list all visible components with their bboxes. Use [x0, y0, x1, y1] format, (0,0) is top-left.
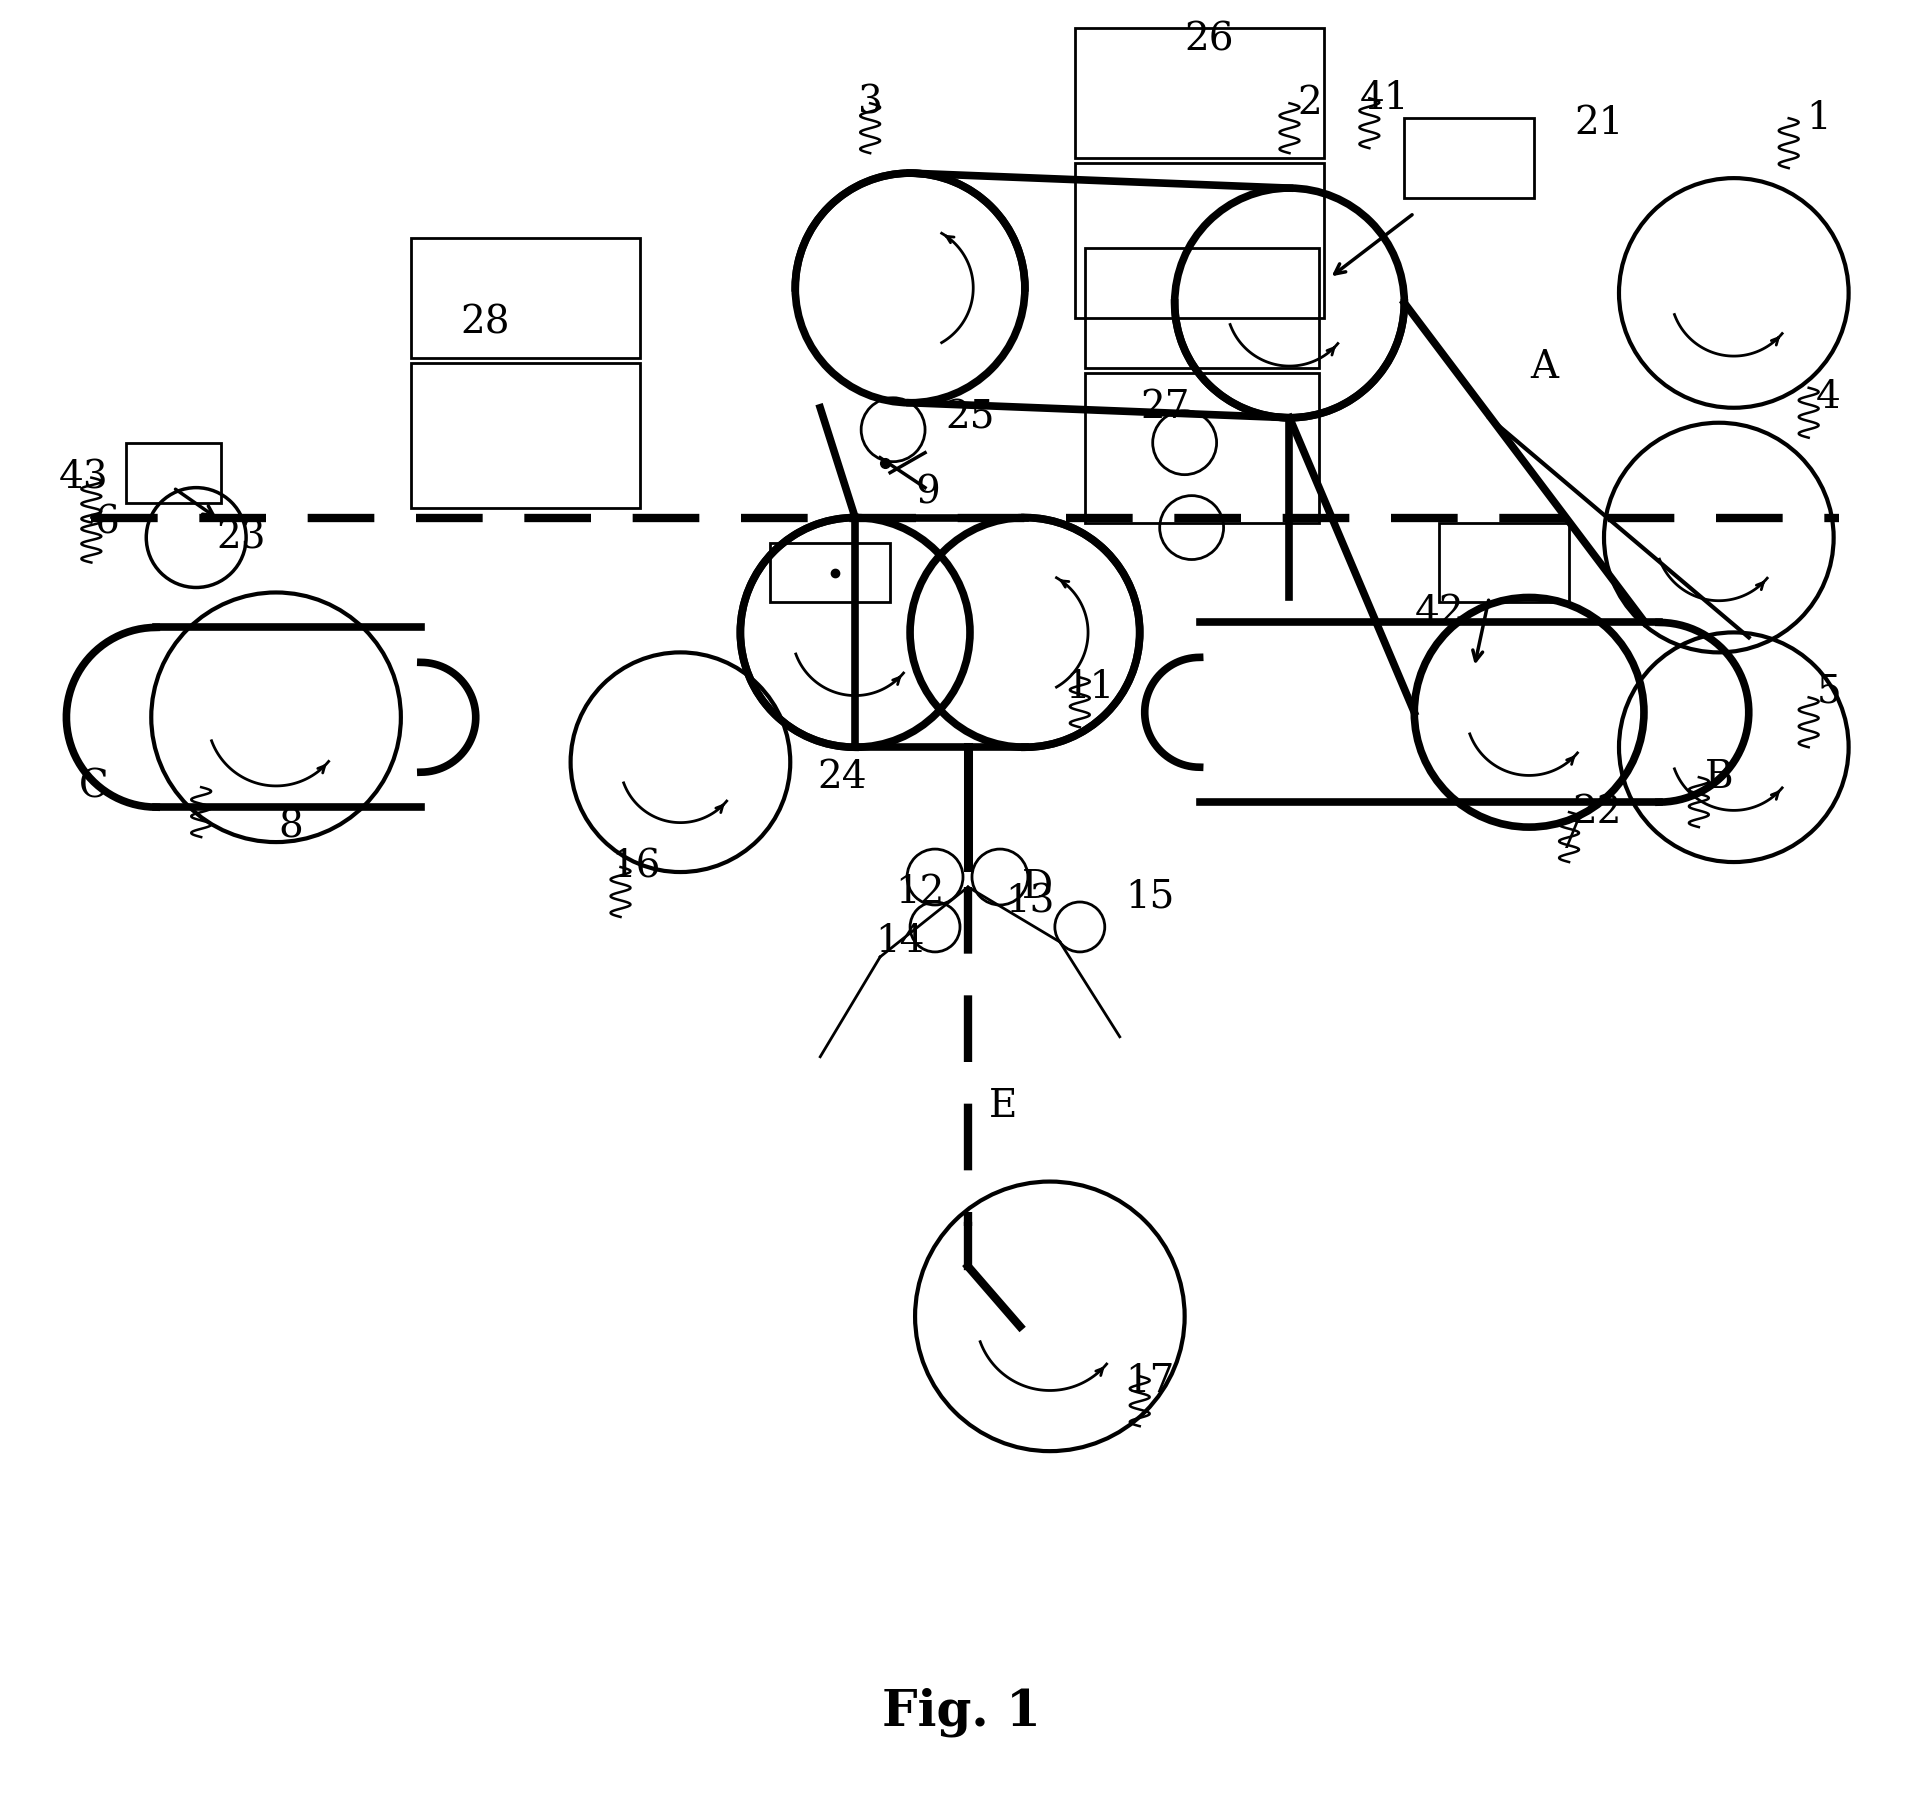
Text: 22: 22	[1572, 794, 1622, 830]
Text: 5: 5	[1816, 674, 1841, 712]
Text: 27: 27	[1140, 390, 1190, 426]
Text: 11: 11	[1065, 668, 1115, 706]
Text: 41: 41	[1359, 79, 1409, 117]
Text: 14: 14	[875, 924, 924, 960]
Text: 15: 15	[1124, 879, 1174, 915]
Bar	[1074, 29, 1324, 158]
Text: 7: 7	[1557, 819, 1582, 855]
Text: Fig. 1: Fig. 1	[882, 1687, 1040, 1738]
Bar	[1405, 119, 1534, 198]
Text: 25: 25	[946, 399, 996, 437]
Text: 23: 23	[217, 519, 265, 555]
Bar	[1084, 248, 1318, 368]
Text: 13: 13	[1005, 884, 1055, 920]
Bar	[1084, 372, 1318, 523]
Text: 3: 3	[857, 84, 882, 122]
Text: B: B	[1705, 758, 1734, 796]
Text: 2: 2	[1297, 84, 1322, 122]
Text: 43: 43	[58, 460, 108, 496]
Text: 24: 24	[817, 758, 867, 796]
Bar	[1440, 523, 1568, 602]
Bar	[411, 363, 640, 507]
Text: 21: 21	[1574, 104, 1624, 142]
Bar	[411, 237, 640, 358]
Text: 4: 4	[1816, 379, 1841, 417]
Text: 42: 42	[1415, 595, 1465, 631]
Text: A: A	[1530, 349, 1559, 386]
Bar	[1074, 164, 1324, 318]
Text: 16: 16	[611, 848, 659, 886]
Bar	[771, 543, 890, 602]
Text: 8: 8	[279, 809, 304, 846]
Text: 9: 9	[915, 474, 940, 510]
Text: 26: 26	[1184, 22, 1234, 59]
Text: C: C	[79, 769, 108, 805]
Text: E: E	[988, 1089, 1017, 1125]
Text: 12: 12	[896, 873, 946, 911]
Text: 28: 28	[459, 304, 509, 341]
Text: 6: 6	[94, 505, 119, 541]
Bar	[127, 442, 221, 503]
Text: 1: 1	[1807, 99, 1832, 137]
Text: 17: 17	[1124, 1362, 1174, 1400]
Text: D: D	[1023, 868, 1053, 906]
